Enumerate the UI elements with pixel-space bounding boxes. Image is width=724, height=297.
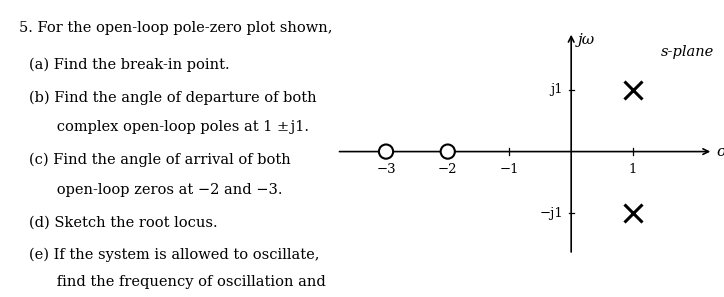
Text: find the frequency of oscillation and: find the frequency of oscillation and xyxy=(29,275,326,289)
Text: s-plane: s-plane xyxy=(661,45,714,59)
Text: (b) Find the angle of departure of both: (b) Find the angle of departure of both xyxy=(29,91,316,105)
Text: (a) Find the break-in point.: (a) Find the break-in point. xyxy=(29,58,230,72)
Text: jω: jω xyxy=(577,33,594,47)
Text: (d) Sketch the root locus.: (d) Sketch the root locus. xyxy=(29,215,217,229)
Text: −j1: −j1 xyxy=(539,207,563,220)
Text: (c) Find the angle of arrival of both: (c) Find the angle of arrival of both xyxy=(29,153,290,167)
Text: j1: j1 xyxy=(550,83,563,96)
Text: (e) If the system is allowed to oscillate,: (e) If the system is allowed to oscillat… xyxy=(29,248,319,262)
Text: −2: −2 xyxy=(438,163,458,176)
Text: complex open-loop poles at 1 ± j1.: complex open-loop poles at 1 ± j1. xyxy=(29,120,309,134)
Text: 5. For the open-loop pole-zero plot shown,: 5. For the open-loop pole-zero plot show… xyxy=(19,21,332,35)
Text: open-loop zeros at −2 and −3.: open-loop zeros at −2 and −3. xyxy=(29,183,282,197)
Text: σ: σ xyxy=(716,145,724,159)
Text: −3: −3 xyxy=(376,163,396,176)
Circle shape xyxy=(379,144,393,159)
Text: −1: −1 xyxy=(500,163,519,176)
Text: 1: 1 xyxy=(628,163,637,176)
Circle shape xyxy=(441,144,455,159)
